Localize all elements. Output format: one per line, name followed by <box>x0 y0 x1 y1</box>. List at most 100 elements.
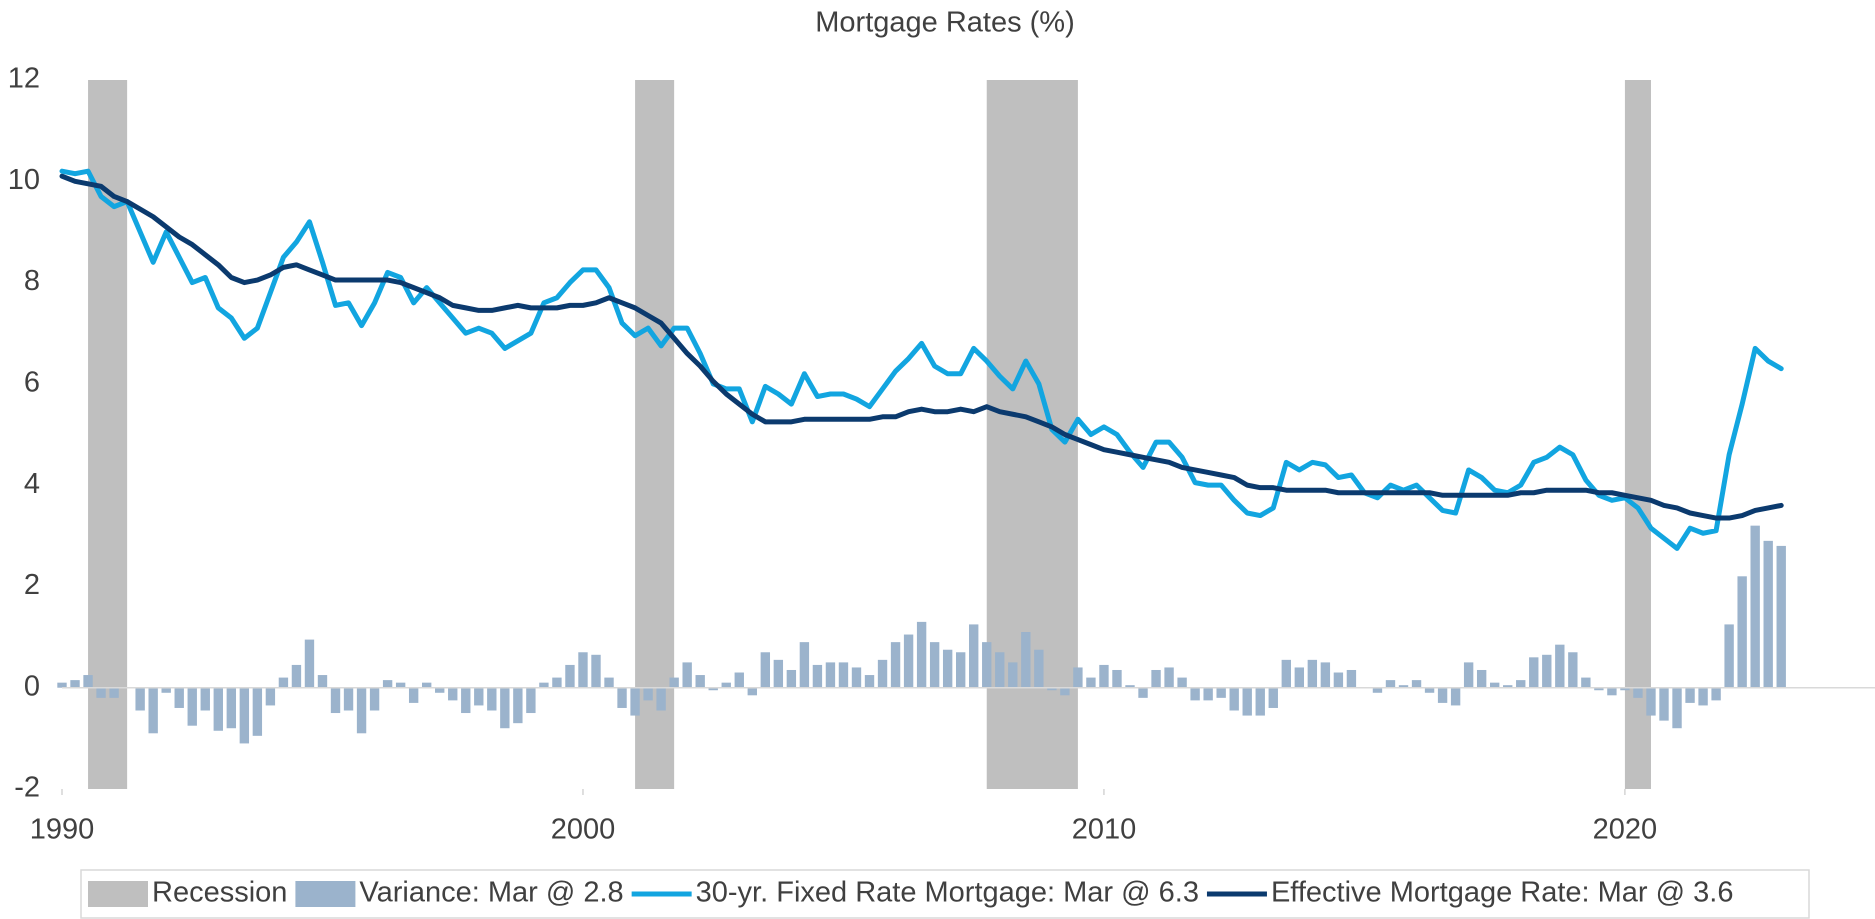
variance-bar <box>421 682 432 688</box>
variance-bar <box>1216 687 1226 698</box>
variance-bar <box>1138 687 1148 698</box>
variance-bar <box>135 687 145 711</box>
variance-bar <box>461 687 471 714</box>
y-tick-label: 4 <box>24 468 40 500</box>
variance-bar <box>1411 680 1422 688</box>
variance-bar <box>656 687 666 711</box>
variance-bar <box>487 687 497 711</box>
variance-bar <box>565 664 575 688</box>
variance-bar <box>1060 687 1070 696</box>
y-tick-label: 0 <box>24 670 40 702</box>
variance-bar <box>929 642 940 688</box>
variance-bar <box>1346 669 1357 688</box>
variance-bar <box>96 687 106 698</box>
variance-bar <box>969 624 979 688</box>
x-tick-label: 2010 <box>1072 814 1137 846</box>
x-tick-label: 1990 <box>30 814 95 846</box>
variance-bar <box>552 677 562 688</box>
variance-bar <box>57 682 67 688</box>
variance-bar <box>500 687 510 729</box>
variance-bar <box>448 687 458 701</box>
variance-bar <box>1698 687 1708 706</box>
variance-bar <box>708 687 718 691</box>
variance-bar <box>1555 644 1565 688</box>
variance-bar <box>252 687 263 736</box>
variance-bar <box>1581 677 1591 688</box>
variance-bar <box>942 649 953 688</box>
variance-bar <box>1190 687 1200 701</box>
legend-label: Effective Mortgage Rate: Mar @ 3.6 <box>1271 877 1734 909</box>
x-tick-label: 2020 <box>1593 814 1658 846</box>
recession-band <box>1624 80 1651 789</box>
variance-bar <box>1633 687 1643 698</box>
variance-bar <box>526 687 536 714</box>
variance-bar <box>1112 669 1122 688</box>
variance-bar <box>1724 624 1734 688</box>
variance-bar <box>760 652 771 688</box>
variance-bar <box>226 687 237 729</box>
rate-line <box>59 168 1784 551</box>
variance-bar <box>200 687 210 711</box>
variance-bar <box>773 659 784 688</box>
variance-bar <box>995 652 1005 688</box>
variance-bar <box>682 662 692 688</box>
legend-label: 30-yr. Fixed Rate Mortgage: Mar @ 6.3 <box>696 877 1199 909</box>
variance-bar <box>1047 687 1057 691</box>
variance-bar <box>291 664 302 688</box>
variance-bar <box>838 662 849 688</box>
variance-bar <box>1229 687 1239 711</box>
variance-bar <box>617 687 627 708</box>
variance-bar <box>812 664 823 688</box>
variance-bar <box>1281 659 1291 688</box>
variance-bar <box>1333 672 1344 688</box>
legend-box <box>80 869 1810 919</box>
legend-label: Recession <box>152 877 287 909</box>
variance-bar <box>1607 687 1617 696</box>
y-tick-label: 8 <box>24 265 40 297</box>
variance-bar <box>1034 649 1044 688</box>
variance-bar <box>70 680 80 688</box>
legend-swatch <box>295 881 356 907</box>
variance-bar <box>1450 687 1461 706</box>
variance-bar <box>1242 687 1252 716</box>
variance-bar <box>408 687 419 703</box>
variance-bar <box>890 642 901 688</box>
variance-bar <box>864 675 875 688</box>
variance-bar <box>174 687 184 708</box>
rate-line <box>59 173 1784 521</box>
variance-bar <box>343 687 354 711</box>
variance-bar <box>187 687 197 726</box>
variance-bar <box>1685 687 1695 703</box>
variance-bar <box>1646 687 1656 716</box>
variance-bar <box>278 677 289 688</box>
variance-bar <box>382 680 393 688</box>
variance-bar <box>695 675 705 688</box>
variance-bar <box>213 687 223 731</box>
variance-bar <box>435 687 445 693</box>
variance-bar <box>734 672 744 688</box>
variance-bar <box>643 687 653 701</box>
variance-bar <box>1385 680 1396 688</box>
variance-bar <box>1568 652 1578 688</box>
variance-bar <box>1750 525 1760 688</box>
variance-bar <box>1489 682 1500 688</box>
variance-bar <box>1203 687 1213 701</box>
variance-bar <box>1268 687 1278 708</box>
variance-bar <box>1737 576 1747 688</box>
variance-bar <box>330 687 341 714</box>
chart-title: Mortgage Rates (%) <box>815 7 1075 39</box>
variance-bar <box>1372 687 1383 693</box>
variance-bar <box>955 652 966 688</box>
variance-bar <box>721 682 731 688</box>
variance-bar <box>630 687 640 716</box>
variance-bar <box>1164 667 1174 688</box>
variance-bar <box>109 687 119 698</box>
variance-bar <box>851 667 862 688</box>
legend-label: Variance: Mar @ 2.8 <box>359 877 623 909</box>
variance-bar <box>1594 687 1604 691</box>
variance-bar <box>83 675 93 688</box>
variance-bar <box>591 654 601 688</box>
y-tick-label: 2 <box>24 569 40 601</box>
x-tick-label: 2000 <box>551 814 616 846</box>
